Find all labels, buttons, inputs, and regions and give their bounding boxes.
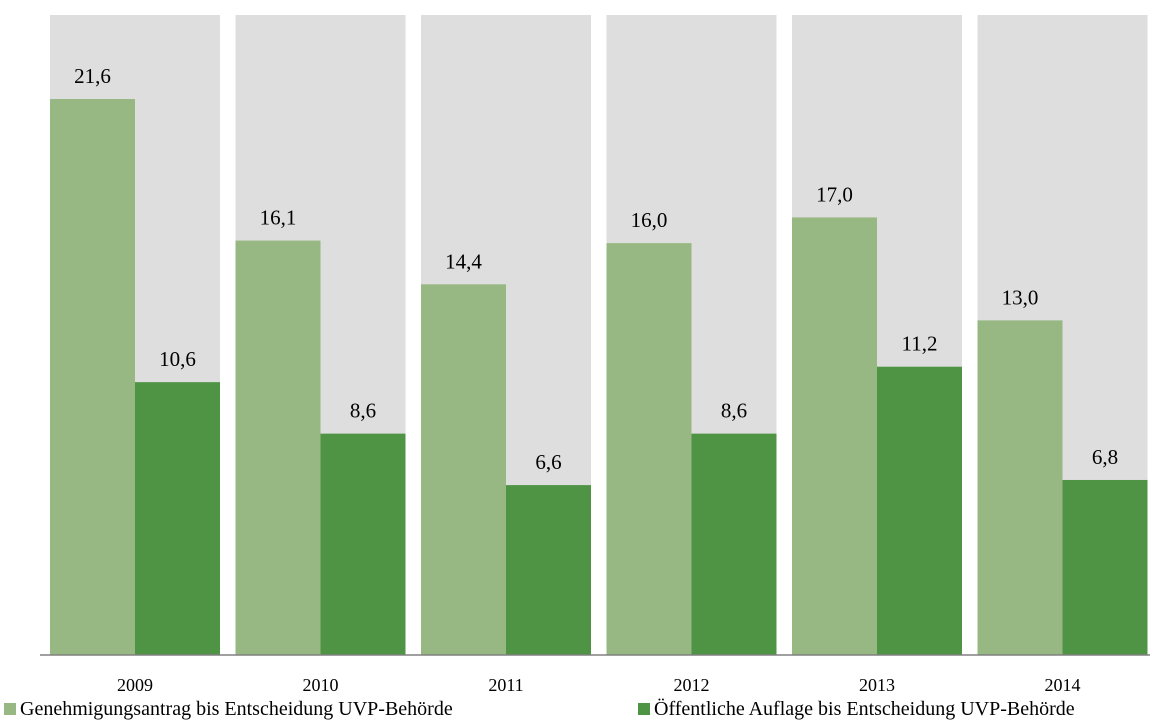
legend-swatch-series-1 — [4, 703, 16, 715]
x-tick-label-2012: 2012 — [674, 675, 710, 695]
legend-label-series-1: Genehmigungsantrag bis Entscheidung UVP-… — [20, 698, 453, 720]
x-tick-label-2014: 2014 — [1045, 675, 1081, 695]
bar-series-2-2011 — [506, 485, 591, 655]
bar-series-2-2012 — [691, 433, 777, 655]
bar-series-1-2010 — [235, 240, 321, 655]
x-tick-label-2013: 2013 — [859, 675, 895, 695]
bar-series-1-2014 — [977, 320, 1063, 655]
data-label-series-1-2014: 13,0 — [1002, 285, 1039, 309]
bar-series-1-2013 — [792, 217, 877, 655]
data-label-series-2-2014: 6,8 — [1092, 445, 1118, 469]
x-tick-label-2009: 2009 — [117, 675, 153, 695]
data-label-series-2-2010: 8,6 — [350, 399, 376, 423]
bar-series-1-2012 — [606, 243, 692, 656]
data-label-series-2-2012: 8,6 — [721, 399, 747, 423]
data-label-series-1-2011: 14,4 — [445, 249, 482, 273]
data-label-series-1-2012: 16,0 — [631, 208, 668, 232]
legend-swatch-series-2 — [638, 703, 650, 715]
bar-series-2-2013 — [877, 366, 962, 655]
data-label-series-1-2013: 17,0 — [816, 182, 853, 206]
bar-series-1-2009 — [50, 99, 135, 655]
data-label-series-1-2009: 21,6 — [74, 64, 111, 88]
bar-series-2-2014 — [1062, 479, 1148, 655]
bar-series-1-2011 — [421, 284, 506, 655]
bars — [50, 99, 1148, 656]
x-axis-tick-labels: 2009 2010 2011 2012 2013 2014 — [117, 675, 1081, 695]
x-tick-label-2011: 2011 — [488, 675, 523, 695]
legend-label-series-2: Öffentliche Auflage bis Entscheidung UVP… — [654, 698, 1075, 720]
bar-series-2-2009 — [135, 382, 220, 655]
data-label-series-2-2009: 10,6 — [159, 347, 196, 371]
x-tick-label-2010: 2010 — [303, 675, 339, 695]
data-label-series-1-2010: 16,1 — [260, 206, 297, 230]
data-labels: 21,6 10,6 16,1 8,6 14,4 6,6 16,0 8,6 17,0 11,2 13,… — [74, 64, 1118, 474]
data-label-series-2-2013: 11,2 — [902, 332, 938, 356]
bar-series-2-2010 — [320, 433, 406, 655]
legend-item-series-2: Öffentliche Auflage bis Entscheidung UVP… — [638, 697, 1075, 721]
legend-item-series-1: Genehmigungsantrag bis Entscheidung UVP-… — [4, 697, 453, 721]
data-label-series-2-2011: 6,6 — [535, 450, 561, 474]
